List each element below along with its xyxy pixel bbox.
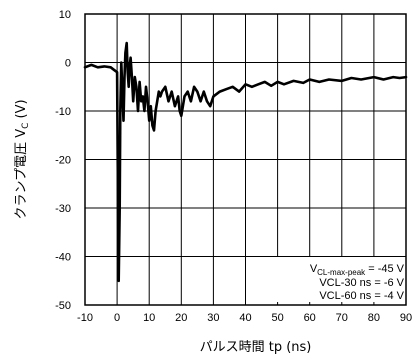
gridlines (85, 14, 406, 305)
plot-frame (84, 13, 407, 306)
x-tick-label: 80 (368, 312, 380, 324)
y-tick-label: 10 (59, 9, 71, 21)
x-tick-label: 10 (143, 312, 155, 324)
y-axis-label: クランプ電圧 VC (V) (14, 99, 31, 219)
x-axis-label: パルス時間 tp (ns) (200, 340, 312, 355)
annotation-peak-value: = -45 V (365, 263, 404, 275)
y-tick-label: -20 (55, 155, 71, 167)
annotation-box: VCL-max-peak = -45 V VCL-30 ns = -6 V VC… (272, 257, 405, 302)
y-tick-label: -30 (55, 203, 71, 215)
y-tick-label: -40 (55, 252, 71, 264)
x-tick-label: -10 (77, 312, 93, 324)
annotation-peak-subscript: CL-max-peak (317, 268, 366, 277)
x-tick-label: 0 (114, 312, 120, 324)
series-group (83, 41, 408, 283)
x-tick-label: 20 (175, 312, 187, 324)
x-tick-label: 70 (336, 312, 348, 324)
y-axis-label-unit: (V) (14, 99, 29, 122)
x-tick-label: 60 (304, 312, 316, 324)
x-tick-label: 30 (207, 312, 219, 324)
y-tick-label: -50 (55, 300, 71, 312)
y-axis-label-subscript: C (21, 123, 31, 129)
series-line (83, 41, 408, 283)
annotation-30ns: VCL-30 ns = -6 V (319, 277, 404, 289)
annotation-60ns: VCL-60 ns = -4 V (319, 290, 404, 302)
y-tick-label: -10 (55, 106, 71, 118)
annotation-peak-v: V (310, 263, 318, 275)
y-tick-label: 0 (65, 58, 71, 70)
x-tick-label: 40 (239, 312, 251, 324)
x-tick-label: 50 (271, 312, 283, 324)
x-tick-label: 90 (400, 312, 412, 324)
annotation-peak: VCL-max-peak = -45 V (310, 263, 405, 277)
annotation-background (272, 257, 404, 302)
y-axis-label-main: クランプ電圧 V (14, 129, 29, 220)
